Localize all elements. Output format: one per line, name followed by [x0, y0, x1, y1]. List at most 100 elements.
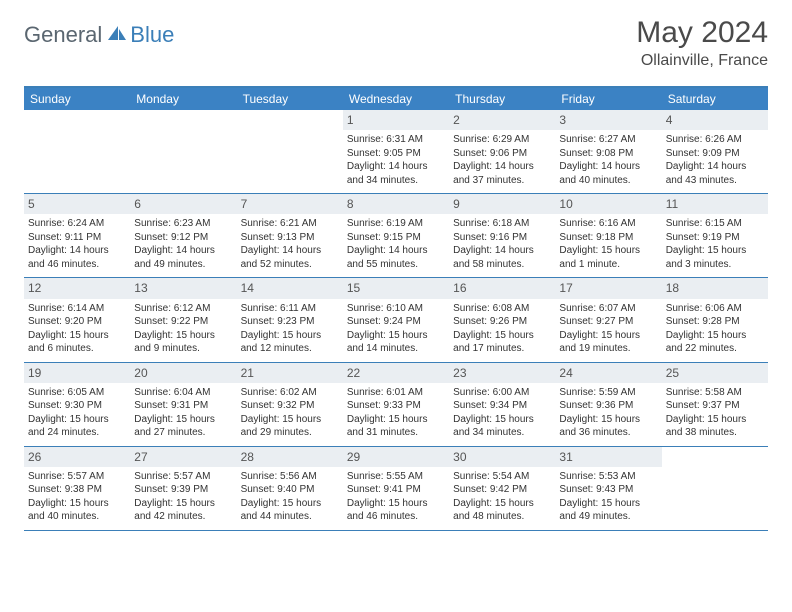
- sunset-text: Sunset: 9:22 PM: [134, 315, 232, 329]
- sunset-text: Sunset: 9:41 PM: [347, 483, 445, 497]
- sunset-text: Sunset: 9:43 PM: [559, 483, 657, 497]
- month-title: May 2024: [636, 16, 768, 50]
- daylight-text: Daylight: 15 hours and 3 minutes.: [666, 244, 764, 271]
- sunrise-text: Sunrise: 6:10 AM: [347, 302, 445, 316]
- day-number: 21: [237, 363, 343, 383]
- week-row: 12Sunrise: 6:14 AMSunset: 9:20 PMDayligh…: [24, 278, 768, 362]
- logo-sail-icon: [106, 24, 128, 47]
- weekday-sun: Sunday: [24, 88, 130, 110]
- day-number: 13: [130, 278, 236, 298]
- sunrise-text: Sunrise: 6:27 AM: [559, 133, 657, 147]
- daylight-text: Daylight: 14 hours and 43 minutes.: [666, 160, 764, 187]
- sunrise-text: Sunrise: 6:16 AM: [559, 217, 657, 231]
- sunset-text: Sunset: 9:19 PM: [666, 231, 764, 245]
- day-cell: 17Sunrise: 6:07 AMSunset: 9:27 PMDayligh…: [555, 278, 661, 361]
- day-number: 2: [449, 110, 555, 130]
- sunrise-text: Sunrise: 6:19 AM: [347, 217, 445, 231]
- day-cell: 26Sunrise: 5:57 AMSunset: 9:38 PMDayligh…: [24, 447, 130, 530]
- sunrise-text: Sunrise: 6:05 AM: [28, 386, 126, 400]
- daylight-text: Daylight: 14 hours and 52 minutes.: [241, 244, 339, 271]
- sunset-text: Sunset: 9:42 PM: [453, 483, 551, 497]
- week-row: 5Sunrise: 6:24 AMSunset: 9:11 PMDaylight…: [24, 194, 768, 278]
- sunrise-text: Sunrise: 6:07 AM: [559, 302, 657, 316]
- weekday-fri: Friday: [555, 88, 661, 110]
- sunset-text: Sunset: 9:26 PM: [453, 315, 551, 329]
- day-number: 8: [343, 194, 449, 214]
- day-number: 31: [555, 447, 661, 467]
- day-number: 19: [24, 363, 130, 383]
- sunset-text: Sunset: 9:37 PM: [666, 399, 764, 413]
- day-cell: .: [24, 110, 130, 193]
- day-cell: 24Sunrise: 5:59 AMSunset: 9:36 PMDayligh…: [555, 363, 661, 446]
- day-cell: 13Sunrise: 6:12 AMSunset: 9:22 PMDayligh…: [130, 278, 236, 361]
- sunset-text: Sunset: 9:30 PM: [28, 399, 126, 413]
- daylight-text: Daylight: 15 hours and 17 minutes.: [453, 329, 551, 356]
- sunrise-text: Sunrise: 6:14 AM: [28, 302, 126, 316]
- sunrise-text: Sunrise: 5:55 AM: [347, 470, 445, 484]
- day-cell: 20Sunrise: 6:04 AMSunset: 9:31 PMDayligh…: [130, 363, 236, 446]
- day-cell: 21Sunrise: 6:02 AMSunset: 9:32 PMDayligh…: [237, 363, 343, 446]
- sunrise-text: Sunrise: 6:31 AM: [347, 133, 445, 147]
- day-cell: .: [237, 110, 343, 193]
- sunset-text: Sunset: 9:32 PM: [241, 399, 339, 413]
- daylight-text: Daylight: 15 hours and 34 minutes.: [453, 413, 551, 440]
- daylight-text: Daylight: 15 hours and 42 minutes.: [134, 497, 232, 524]
- sunrise-text: Sunrise: 5:58 AM: [666, 386, 764, 400]
- sunset-text: Sunset: 9:23 PM: [241, 315, 339, 329]
- location: Ollainville, France: [636, 52, 768, 70]
- daylight-text: Daylight: 15 hours and 12 minutes.: [241, 329, 339, 356]
- sunrise-text: Sunrise: 6:23 AM: [134, 217, 232, 231]
- day-number: 28: [237, 447, 343, 467]
- day-number: 29: [343, 447, 449, 467]
- sunset-text: Sunset: 9:16 PM: [453, 231, 551, 245]
- day-cell: 18Sunrise: 6:06 AMSunset: 9:28 PMDayligh…: [662, 278, 768, 361]
- day-cell: 8Sunrise: 6:19 AMSunset: 9:15 PMDaylight…: [343, 194, 449, 277]
- sunset-text: Sunset: 9:36 PM: [559, 399, 657, 413]
- daylight-text: Daylight: 15 hours and 31 minutes.: [347, 413, 445, 440]
- daylight-text: Daylight: 15 hours and 40 minutes.: [28, 497, 126, 524]
- sunset-text: Sunset: 9:38 PM: [28, 483, 126, 497]
- day-cell: 12Sunrise: 6:14 AMSunset: 9:20 PMDayligh…: [24, 278, 130, 361]
- day-cell: 23Sunrise: 6:00 AMSunset: 9:34 PMDayligh…: [449, 363, 555, 446]
- sunset-text: Sunset: 9:27 PM: [559, 315, 657, 329]
- weekday-thu: Thursday: [449, 88, 555, 110]
- sunrise-text: Sunrise: 6:04 AM: [134, 386, 232, 400]
- sunrise-text: Sunrise: 5:53 AM: [559, 470, 657, 484]
- day-number: 26: [24, 447, 130, 467]
- calendar: Sunday Monday Tuesday Wednesday Thursday…: [24, 86, 768, 531]
- day-number: 10: [555, 194, 661, 214]
- day-cell: 22Sunrise: 6:01 AMSunset: 9:33 PMDayligh…: [343, 363, 449, 446]
- day-number: 11: [662, 194, 768, 214]
- sunrise-text: Sunrise: 6:01 AM: [347, 386, 445, 400]
- day-cell: .: [130, 110, 236, 193]
- daylight-text: Daylight: 15 hours and 36 minutes.: [559, 413, 657, 440]
- day-cell: 7Sunrise: 6:21 AMSunset: 9:13 PMDaylight…: [237, 194, 343, 277]
- daylight-text: Daylight: 15 hours and 44 minutes.: [241, 497, 339, 524]
- sunset-text: Sunset: 9:18 PM: [559, 231, 657, 245]
- day-cell: 28Sunrise: 5:56 AMSunset: 9:40 PMDayligh…: [237, 447, 343, 530]
- sunrise-text: Sunrise: 6:06 AM: [666, 302, 764, 316]
- daylight-text: Daylight: 15 hours and 19 minutes.: [559, 329, 657, 356]
- day-cell: 5Sunrise: 6:24 AMSunset: 9:11 PMDaylight…: [24, 194, 130, 277]
- day-cell: 6Sunrise: 6:23 AMSunset: 9:12 PMDaylight…: [130, 194, 236, 277]
- daylight-text: Daylight: 15 hours and 38 minutes.: [666, 413, 764, 440]
- day-number: 12: [24, 278, 130, 298]
- weeks-container: ...1Sunrise: 6:31 AMSunset: 9:05 PMDayli…: [24, 110, 768, 531]
- sunset-text: Sunset: 9:34 PM: [453, 399, 551, 413]
- daylight-text: Daylight: 15 hours and 49 minutes.: [559, 497, 657, 524]
- sunset-text: Sunset: 9:13 PM: [241, 231, 339, 245]
- sunrise-text: Sunrise: 5:59 AM: [559, 386, 657, 400]
- day-cell: 30Sunrise: 5:54 AMSunset: 9:42 PMDayligh…: [449, 447, 555, 530]
- logo-text-general: General: [24, 22, 102, 48]
- sunset-text: Sunset: 9:11 PM: [28, 231, 126, 245]
- daylight-text: Daylight: 14 hours and 55 minutes.: [347, 244, 445, 271]
- day-number: 30: [449, 447, 555, 467]
- sunrise-text: Sunrise: 6:21 AM: [241, 217, 339, 231]
- daylight-text: Daylight: 14 hours and 49 minutes.: [134, 244, 232, 271]
- day-number: 9: [449, 194, 555, 214]
- sunset-text: Sunset: 9:24 PM: [347, 315, 445, 329]
- sunset-text: Sunset: 9:08 PM: [559, 147, 657, 161]
- weekday-sat: Saturday: [662, 88, 768, 110]
- sunrise-text: Sunrise: 6:12 AM: [134, 302, 232, 316]
- day-number: 25: [662, 363, 768, 383]
